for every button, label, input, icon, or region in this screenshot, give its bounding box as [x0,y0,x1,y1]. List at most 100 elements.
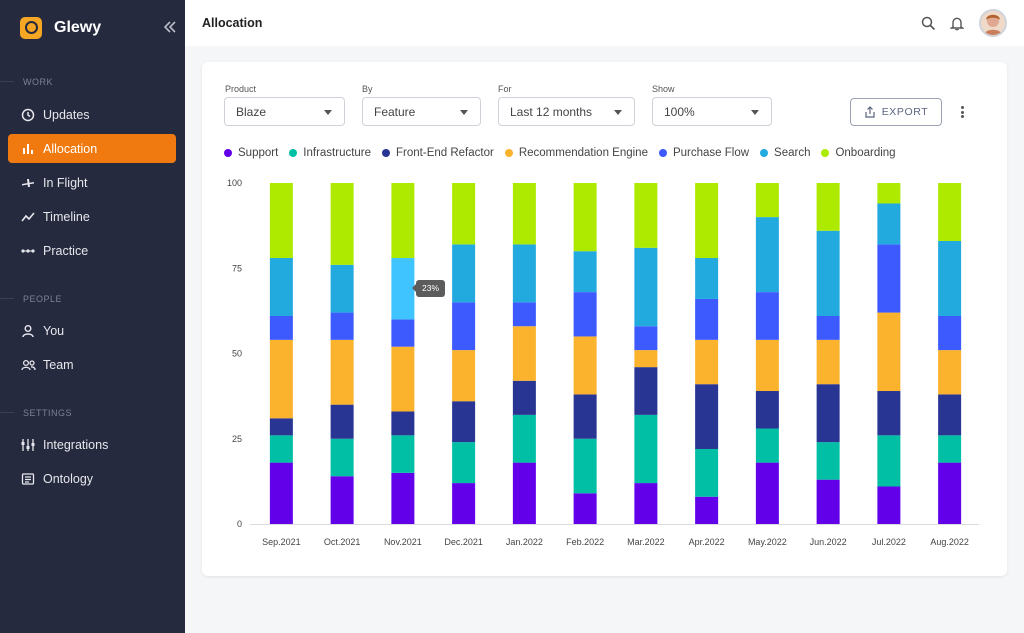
bar-segment [452,401,476,443]
more-vert-icon [960,106,964,109]
legend-label: Support [238,147,279,159]
sidebar-item-practice[interactable]: Practice [8,236,176,265]
legend-item[interactable]: Front-End Refactor [382,147,494,159]
bar-segment [816,339,840,385]
legend-item[interactable]: Infrastructure [289,147,371,159]
bar-segment [573,336,597,395]
stacked-bar-chart: 0 25 50 75 100 Sep.2021 Oct.2021 Nov.2021 Dec.20… [227,178,979,547]
bar-segment [269,183,293,259]
legend-label: Search [774,147,811,159]
section-label-work: WORK [23,77,53,87]
bar-segment [512,414,536,463]
bar-segment [695,183,719,259]
sidebar-item-label: Team [43,357,74,372]
bar-segment [816,315,840,340]
show-select[interactable]: 100% [652,97,772,126]
updates-icon [20,107,36,123]
bar-segment [877,435,901,487]
x-tick-label: Aug.2022 [930,537,969,547]
legend-item[interactable]: Support [224,147,278,159]
bar-segment [573,394,597,439]
bar-segment [269,315,293,340]
sidebar-item-integrations[interactable]: Integrations [8,430,176,459]
by-select-value: Feature [374,104,416,119]
caret-down-icon [751,110,759,115]
legend-item[interactable]: Onboarding [821,147,896,159]
bar-segment [452,350,476,402]
bar-segment [512,302,536,327]
integrations-icon [20,437,36,453]
bar-segment [695,258,719,299]
practice-icon [20,243,36,259]
search-icon [921,16,935,30]
notifications-button[interactable] [948,14,966,32]
sidebar-item-allocation[interactable]: Allocation [8,134,176,163]
page-title: Allocation [202,16,263,30]
sidebar-item-ontology[interactable]: Ontology [8,464,176,493]
x-tick-label: Jan.2022 [506,537,543,547]
legend-item[interactable]: Purchase Flow [658,147,750,159]
collapse-sidebar-button[interactable] [160,17,180,37]
bar-segment [695,339,719,385]
app-name: Glewy [54,19,102,36]
x-tick-label: Mar.2022 [627,537,665,547]
legend-label: Front-End Refactor [396,147,494,159]
x-tick-label: Jun.2022 [810,537,847,547]
bar-segment [755,292,779,340]
avatar[interactable] [979,9,1007,37]
bar-segment [634,350,658,368]
legend-label: Purchase Flow [672,147,750,159]
x-tick-label: Apr.2022 [689,537,725,547]
legend-label: Onboarding [835,147,896,159]
sidebar-item-team[interactable]: Team [8,350,176,379]
bar-segment [755,462,779,524]
legend-label: Infrastructure [303,147,372,159]
bar-segment [573,438,597,494]
bar-segment [330,183,354,265]
bar-segment [452,183,476,245]
bar-segment [330,438,354,477]
sidebar-item-you[interactable]: You [8,316,176,345]
glewy-logo-icon [20,17,42,39]
show-filter-label: Show [652,84,675,94]
bar-segment [816,384,840,443]
bar-segment [877,391,901,436]
bar-segment [938,435,962,463]
product-select[interactable]: Blaze [224,97,345,126]
bar-segment [391,258,415,320]
bar-segment [452,302,476,351]
by-select[interactable]: Feature [362,97,481,126]
sidebar-item-label: Integrations [43,437,109,452]
search-button[interactable] [919,14,937,32]
bar-segment [634,367,658,415]
legend-item[interactable]: Search [760,147,810,159]
more-options-button[interactable] [954,102,970,122]
bar-segment [452,244,476,303]
bar-segment [877,203,901,245]
sidebar-item-timeline[interactable]: Timeline [8,202,176,231]
bar-segment [695,384,719,449]
double-chevron-left-icon [163,21,176,33]
bar-segment [391,346,415,412]
bar-segment [634,483,658,524]
export-button[interactable]: EXPORT [850,98,942,126]
legend-item[interactable]: Recommendation Engine [504,147,648,159]
x-tick-label: Oct.2021 [324,537,361,547]
caret-down-icon [614,110,622,115]
bar-segment [269,418,293,436]
sidebar-item-label: You [43,323,65,338]
y-tick-label: 75 [232,263,242,273]
by-filter-label: By [362,84,373,94]
bar-segment [938,350,962,395]
y-tick-label: 0 [237,519,242,529]
brand[interactable]: Glewy [20,15,101,41]
bar-segment [938,183,962,241]
caret-down-icon [460,110,468,115]
for-select-value: Last 12 months [510,104,593,119]
sidebar-item-in-flight[interactable]: In Flight [8,168,176,197]
bar-segment [330,264,354,313]
sidebar-item-updates[interactable]: Updates [8,100,176,129]
for-select[interactable]: Last 12 months [498,97,635,126]
bar-segment [755,428,779,463]
avatar-face-icon [981,11,1005,35]
